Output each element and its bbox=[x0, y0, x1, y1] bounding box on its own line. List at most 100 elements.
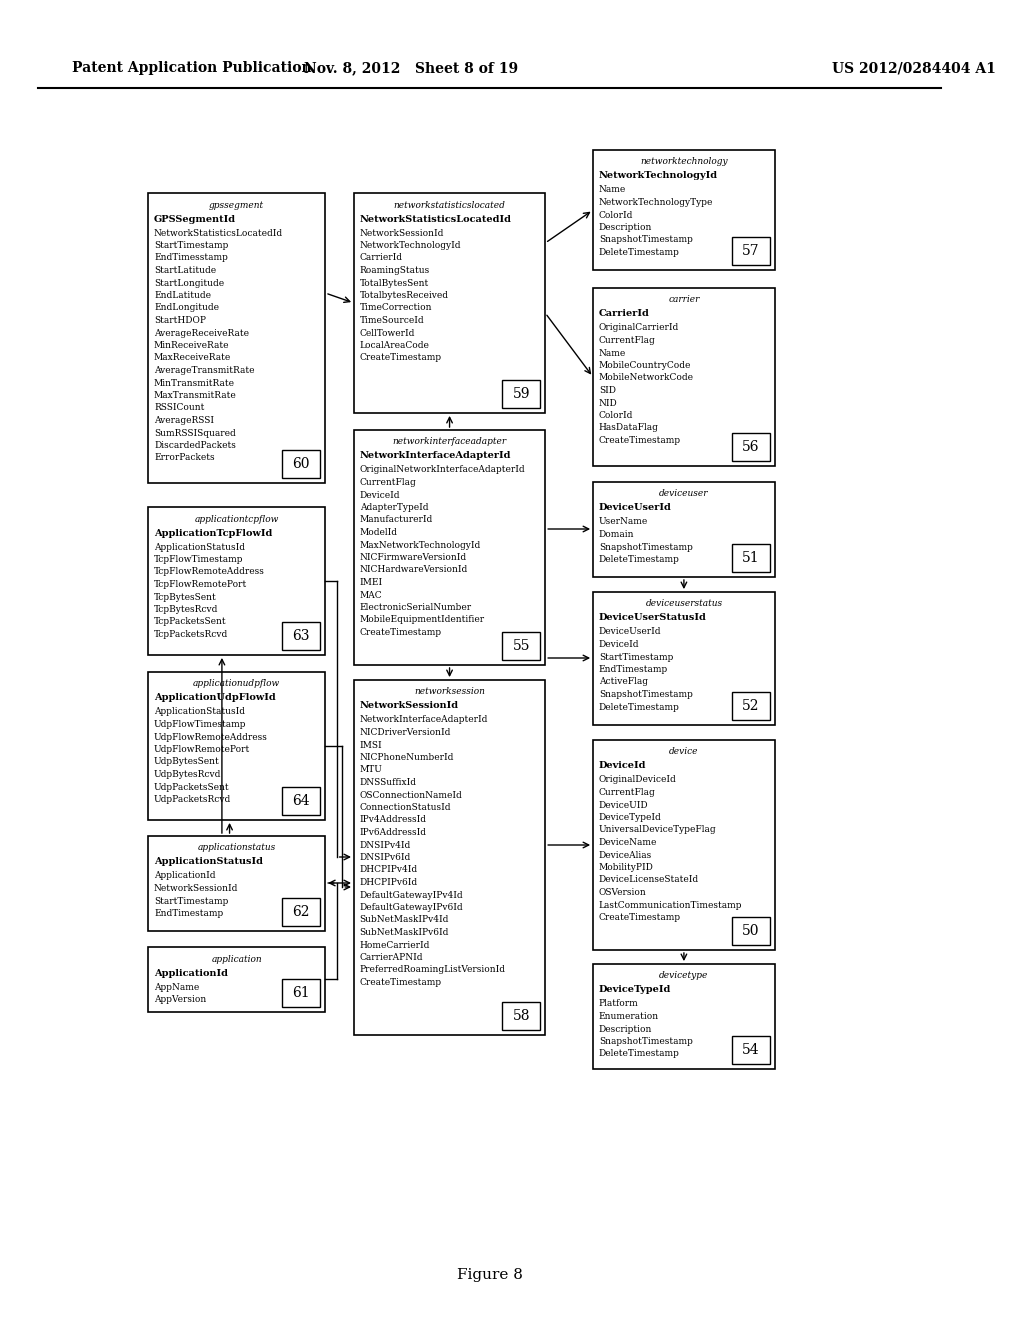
Text: 56: 56 bbox=[742, 440, 760, 454]
Text: StartTimestamp: StartTimestamp bbox=[154, 896, 228, 906]
Text: ColorId: ColorId bbox=[599, 411, 633, 420]
Text: ApplicationId: ApplicationId bbox=[154, 969, 228, 978]
Text: SumRSSISquared: SumRSSISquared bbox=[154, 429, 236, 437]
Text: ActiveFlag: ActiveFlag bbox=[599, 677, 648, 686]
Text: Name: Name bbox=[599, 186, 626, 194]
Bar bbox=[732, 1036, 770, 1064]
Text: ApplicationStatusId: ApplicationStatusId bbox=[154, 708, 245, 717]
Text: ApplicationStatusId: ApplicationStatusId bbox=[154, 858, 263, 866]
Text: TcpPacketsRcvd: TcpPacketsRcvd bbox=[154, 630, 228, 639]
Bar bbox=[148, 946, 326, 1012]
Text: DeviceId: DeviceId bbox=[599, 640, 639, 649]
Text: US 2012/0284404 A1: US 2012/0284404 A1 bbox=[833, 61, 996, 75]
Text: TcpFlowRemotePort: TcpFlowRemotePort bbox=[154, 579, 247, 589]
Text: TcpPacketsSent: TcpPacketsSent bbox=[154, 618, 226, 627]
Text: applicationstatus: applicationstatus bbox=[198, 843, 275, 853]
Text: SnapshotTimestamp: SnapshotTimestamp bbox=[599, 543, 692, 552]
Text: Patent Application Publication: Patent Application Publication bbox=[72, 61, 311, 75]
Text: ErrorPackets: ErrorPackets bbox=[154, 454, 215, 462]
Text: device: device bbox=[669, 747, 698, 756]
Text: 54: 54 bbox=[742, 1043, 760, 1057]
Bar bbox=[283, 622, 321, 649]
Text: DeviceUID: DeviceUID bbox=[599, 800, 648, 809]
Text: MobilityPID: MobilityPID bbox=[599, 863, 653, 873]
Text: GPSSegmentId: GPSSegmentId bbox=[154, 214, 237, 223]
Text: DeleteTimestamp: DeleteTimestamp bbox=[599, 1049, 680, 1059]
Text: NICFirmwareVersionId: NICFirmwareVersionId bbox=[359, 553, 467, 562]
Text: LocalAreaCode: LocalAreaCode bbox=[359, 341, 429, 350]
Text: DeviceAlias: DeviceAlias bbox=[599, 850, 652, 859]
Text: OriginalNetworkInterfaceAdapterId: OriginalNetworkInterfaceAdapterId bbox=[359, 466, 525, 474]
Bar bbox=[593, 150, 775, 271]
Text: TotalBytesSent: TotalBytesSent bbox=[359, 279, 429, 288]
Text: CarrierId: CarrierId bbox=[599, 309, 649, 318]
Text: HomeCarrierId: HomeCarrierId bbox=[359, 940, 430, 949]
Bar bbox=[732, 544, 770, 572]
Text: ApplicationUdpFlowId: ApplicationUdpFlowId bbox=[154, 693, 275, 702]
Text: IPv4AddressId: IPv4AddressId bbox=[359, 816, 427, 825]
Text: DNSSuffixId: DNSSuffixId bbox=[359, 777, 417, 787]
Text: DeviceUserStatusId: DeviceUserStatusId bbox=[599, 614, 707, 623]
Bar bbox=[354, 193, 545, 413]
Text: networksession: networksession bbox=[414, 688, 485, 697]
Text: NICPhoneNumberId: NICPhoneNumberId bbox=[359, 752, 454, 762]
Text: NID: NID bbox=[599, 399, 617, 408]
Text: DeviceId: DeviceId bbox=[359, 491, 400, 499]
Text: OriginalDeviceId: OriginalDeviceId bbox=[599, 776, 677, 784]
Bar bbox=[283, 979, 321, 1007]
Text: AverageRSSI: AverageRSSI bbox=[154, 416, 214, 425]
Text: MobileNetworkCode: MobileNetworkCode bbox=[599, 374, 694, 383]
Text: Domain: Domain bbox=[599, 531, 634, 539]
Text: networkstatisticslocated: networkstatisticslocated bbox=[393, 201, 506, 210]
Text: 64: 64 bbox=[293, 795, 310, 808]
Text: DeviceTypeId: DeviceTypeId bbox=[599, 986, 671, 994]
Text: CurrentFlag: CurrentFlag bbox=[599, 788, 655, 797]
Text: NetworkStatisticsLocatedId: NetworkStatisticsLocatedId bbox=[359, 214, 512, 223]
Text: NetworkStatisticsLocatedId: NetworkStatisticsLocatedId bbox=[154, 228, 283, 238]
Text: Figure 8: Figure 8 bbox=[457, 1269, 522, 1282]
Text: UdpFlowTimestamp: UdpFlowTimestamp bbox=[154, 719, 247, 729]
Text: devicetype: devicetype bbox=[659, 972, 709, 981]
Text: DeviceId: DeviceId bbox=[599, 762, 646, 771]
Text: TcpBytesSent: TcpBytesSent bbox=[154, 593, 217, 602]
Text: MinTransmitRate: MinTransmitRate bbox=[154, 379, 234, 388]
Bar bbox=[593, 288, 775, 466]
Text: EndTimestamp: EndTimestamp bbox=[599, 665, 668, 675]
Text: DeleteTimestamp: DeleteTimestamp bbox=[599, 248, 680, 257]
Text: CarrierId: CarrierId bbox=[359, 253, 402, 263]
Text: networktechnology: networktechnology bbox=[640, 157, 728, 166]
Text: DeleteTimestamp: DeleteTimestamp bbox=[599, 554, 680, 564]
Text: CreateTimestamp: CreateTimestamp bbox=[359, 354, 441, 363]
Text: HasDataFlag: HasDataFlag bbox=[599, 424, 658, 433]
Text: AppName: AppName bbox=[154, 982, 200, 991]
Text: UdpBytesRcvd: UdpBytesRcvd bbox=[154, 770, 221, 779]
Text: ApplicationTcpFlowId: ApplicationTcpFlowId bbox=[154, 528, 272, 537]
Text: 57: 57 bbox=[742, 244, 760, 257]
Text: DNSIPv6Id: DNSIPv6Id bbox=[359, 853, 411, 862]
Text: MobileEquipmentIdentifier: MobileEquipmentIdentifier bbox=[359, 615, 484, 624]
Text: Nov. 8, 2012   Sheet 8 of 19: Nov. 8, 2012 Sheet 8 of 19 bbox=[304, 61, 518, 75]
Text: LastCommunicationTimestamp: LastCommunicationTimestamp bbox=[599, 900, 742, 909]
Text: MTU: MTU bbox=[359, 766, 383, 775]
Text: PreferredRoamingListVersionId: PreferredRoamingListVersionId bbox=[359, 965, 506, 974]
Text: Description: Description bbox=[599, 1024, 652, 1034]
Text: SubNetMaskIPv4Id: SubNetMaskIPv4Id bbox=[359, 916, 450, 924]
Text: 55: 55 bbox=[513, 639, 530, 653]
Text: NetworkInterfaceAdapterId: NetworkInterfaceAdapterId bbox=[359, 715, 488, 725]
Text: deviceuser: deviceuser bbox=[659, 490, 709, 499]
Text: OSConnectionNameId: OSConnectionNameId bbox=[359, 791, 463, 800]
Bar bbox=[593, 482, 775, 577]
Text: 59: 59 bbox=[513, 387, 530, 401]
Text: MaxNetworkTechnologyId: MaxNetworkTechnologyId bbox=[359, 540, 481, 549]
Text: NetworkTechnologyType: NetworkTechnologyType bbox=[599, 198, 713, 207]
Text: StartLatitude: StartLatitude bbox=[154, 267, 216, 275]
Text: 60: 60 bbox=[293, 457, 310, 471]
Text: ConnectionStatusId: ConnectionStatusId bbox=[359, 803, 452, 812]
Text: ApplicationId: ApplicationId bbox=[154, 871, 215, 880]
Text: DeviceLicenseStateId: DeviceLicenseStateId bbox=[599, 875, 699, 884]
Bar bbox=[593, 591, 775, 725]
Text: NetworkInterfaceAdapterId: NetworkInterfaceAdapterId bbox=[359, 451, 511, 461]
Text: TimeCorrection: TimeCorrection bbox=[359, 304, 432, 313]
Text: DeleteTimestamp: DeleteTimestamp bbox=[599, 702, 680, 711]
Text: DefaultGatewayIPv4Id: DefaultGatewayIPv4Id bbox=[359, 891, 463, 899]
